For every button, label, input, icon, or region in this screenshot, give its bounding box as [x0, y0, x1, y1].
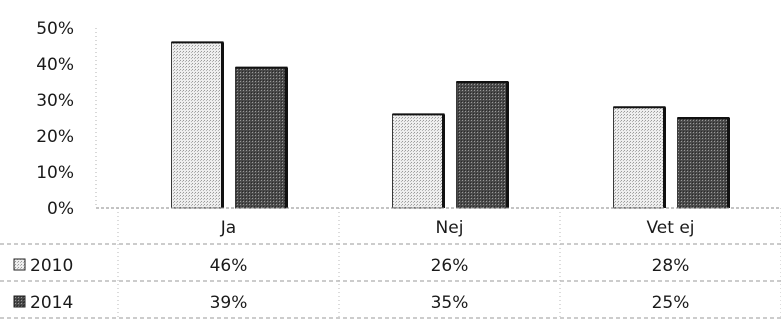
y-tick-label: 30% — [36, 91, 74, 111]
data-label: 26% — [431, 256, 469, 276]
bar-2014-nej — [456, 81, 509, 209]
data-label: 39% — [210, 293, 248, 313]
legend-label: 2014 — [30, 293, 73, 313]
bar-2010-ja — [171, 41, 224, 209]
y-tick-label: 10% — [36, 163, 74, 183]
y-tick-label: 50% — [36, 19, 74, 39]
y-tick-label: 40% — [36, 55, 74, 75]
bar-2010-vet-ej — [613, 106, 666, 209]
bar-2010-nej — [392, 113, 445, 209]
category-label: Nej — [436, 218, 464, 238]
data-label: 25% — [652, 293, 690, 313]
category-label: Ja — [220, 218, 236, 238]
bars — [96, 41, 781, 209]
data-label: 46% — [210, 256, 248, 276]
data-label: 35% — [431, 293, 469, 313]
y-tick-label: 0% — [47, 199, 74, 219]
y-tick-label: 20% — [36, 127, 74, 147]
legend-key-2014 — [13, 295, 26, 308]
legend-label: 2010 — [30, 256, 73, 276]
bar-2014-ja — [235, 66, 288, 209]
data-table: Ja Nej Vet ej 2010 46% 26% 28% 2014 39% 35% 25% — [0, 208, 781, 319]
bar-2014-vet-ej — [677, 117, 730, 209]
category-label: Vet ej — [646, 218, 694, 238]
y-axis: 50% 40% 30% 20% 10% 0% — [36, 19, 97, 219]
data-label: 28% — [652, 256, 690, 276]
legend-key-2010 — [13, 258, 26, 271]
